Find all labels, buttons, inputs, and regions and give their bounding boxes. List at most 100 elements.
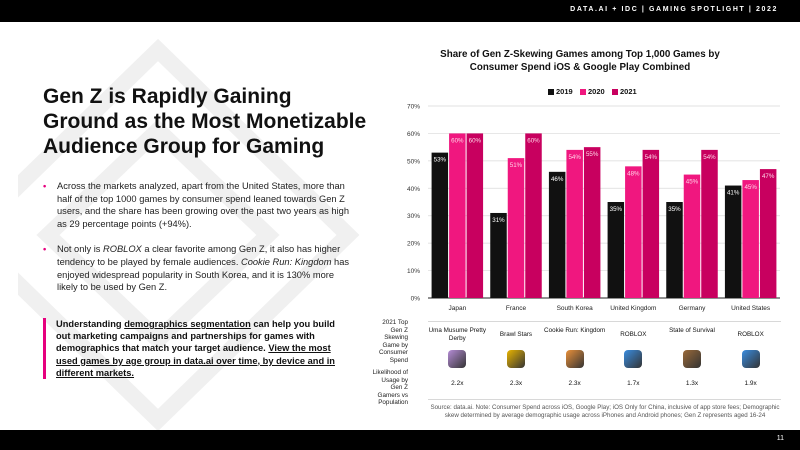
bar: [625, 166, 642, 298]
source-note: Source: data.ai. Note: Consumer Spend ac…: [430, 404, 780, 420]
likelihood-value: 1.3x: [685, 380, 699, 387]
data-label: 54%: [703, 154, 716, 161]
bullet-item: Not only is ROBLOX a clear favorite amon…: [43, 243, 353, 293]
y-tick-label: 60%: [407, 131, 420, 138]
likelihood-value: 2.3x: [568, 380, 581, 387]
data-label: 60%: [527, 137, 540, 144]
x-tick-label: Japan: [448, 305, 466, 312]
y-tick-label: 70%: [407, 104, 420, 111]
data-label: 35%: [610, 206, 623, 213]
callout-box: Understanding demographics segmentation …: [43, 318, 346, 380]
bar: [742, 180, 759, 298]
data-label: 35%: [668, 206, 681, 213]
likelihood-row-label: Likelihood of Usage by Gen Z Gamers vs P…: [372, 369, 408, 407]
roblox-icon: [741, 350, 760, 368]
bar: [583, 147, 601, 298]
games-row-label: 2021 Top Gen Z Skewing Game by Consumer …: [378, 319, 408, 364]
game-name: Brawl Stars: [499, 331, 533, 338]
cookie-run-icon: [565, 350, 584, 368]
x-tick-label: South Korea: [557, 305, 594, 312]
chart-title: Share of Gen Z-Skewing Games among Top 1…: [440, 49, 720, 73]
bullet-text: has enjoyed widespread popularity in Sou…: [57, 256, 350, 293]
game-name: State of Survival: [669, 327, 715, 334]
likelihood-value: 1.7x: [627, 380, 640, 387]
header-label: DATA.AI + IDC | GAMING SPOTLIGHT | 2022: [570, 6, 778, 13]
bar: [548, 171, 566, 298]
game-name: ROBLOX: [620, 331, 647, 338]
data-label: 51%: [510, 162, 523, 169]
data-label: 41%: [727, 190, 740, 197]
legend-label: 2021: [620, 88, 637, 96]
legend-swatch: [612, 89, 618, 95]
legend-swatch: [548, 89, 554, 95]
x-tick-label: Germany: [679, 305, 706, 312]
data-label: 55%: [586, 151, 599, 158]
bar: [490, 212, 507, 298]
data-label: 53%: [434, 157, 447, 164]
top-bar: DATA.AI + IDC | GAMING SPOTLIGHT | 2022: [0, 0, 800, 22]
bar: [507, 158, 525, 298]
data-label: 45%: [686, 179, 699, 186]
bar-chart: 0% 10% 20% 30% 40% 50% 60% 70% 2019 2020 2021 53% 60…: [407, 88, 780, 312]
page-title: Gen Z is Rapidly Gaining Ground as the M…: [43, 85, 367, 158]
bullet-item: Across the markets analyzed, apart from …: [43, 180, 353, 230]
brawl-stars-icon: [507, 350, 525, 368]
bullet-text: a clear favorite among Gen Z, it also ha…: [57, 244, 341, 267]
data-label: 45%: [744, 184, 757, 191]
bullet-italic: ROBLOX: [103, 244, 142, 255]
state-of-survival-icon: [683, 350, 701, 368]
roblox-icon: [624, 350, 643, 368]
bar: [683, 174, 701, 298]
bar: [431, 152, 449, 298]
bar: [724, 185, 742, 298]
legend-swatch: [580, 89, 586, 95]
x-tick-label: France: [506, 305, 527, 312]
game-name: Cookie Run: Kingdom: [544, 327, 606, 334]
y-tick-label: 20%: [407, 241, 420, 248]
y-tick-label: 10%: [407, 268, 420, 275]
table-divider: [428, 321, 781, 322]
callout-text: Understanding: [56, 319, 125, 329]
uma-musume-icon: [448, 350, 467, 368]
bar: [701, 149, 718, 298]
data-label: 60%: [451, 137, 464, 144]
data-label: 31%: [492, 217, 505, 224]
demographics-link[interactable]: demographics segmentation: [124, 319, 251, 329]
most-used-games-link[interactable]: View the most used games by age group in…: [56, 343, 335, 378]
page-number: 11: [776, 435, 784, 442]
legend-label: 2019: [556, 88, 573, 96]
legend-label: 2020: [588, 88, 605, 96]
y-tick-label: 30%: [407, 213, 420, 220]
x-tick-label: United Kingdom: [610, 305, 656, 312]
bullet-list: Across the markets analyzed, apart from …: [43, 180, 353, 307]
data-label: 60%: [469, 137, 482, 144]
data-label: 48%: [627, 170, 640, 177]
bar: [666, 202, 683, 298]
likelihood-value: 2.2x: [451, 380, 464, 387]
bullet-italic: Cookie Run: Kingdom: [241, 256, 332, 267]
data-label: 54%: [645, 154, 658, 161]
game-name: Uma Musume Pretty Derby: [428, 327, 487, 342]
y-tick-label: 0%: [411, 296, 421, 303]
bar: [449, 133, 466, 298]
callout-text: can help you build out marketing campaig…: [56, 319, 335, 354]
bullet-text: Across the markets analyzed, apart from …: [57, 181, 349, 229]
table-divider: [428, 399, 781, 400]
bullet-text: Not only is: [57, 244, 103, 255]
bar: [607, 202, 625, 298]
bar: [525, 133, 542, 298]
bar: [642, 149, 660, 298]
bar: [566, 149, 583, 298]
y-tick-label: 40%: [407, 186, 420, 193]
likelihood-value: 2.3x: [509, 380, 523, 387]
bar: [759, 169, 777, 298]
x-tick-label: United States: [731, 305, 771, 312]
likelihood-value: 1.9x: [744, 380, 757, 387]
data-label: 54%: [568, 154, 581, 161]
bar: [466, 133, 484, 298]
game-name: ROBLOX: [737, 331, 764, 338]
data-label: 47%: [762, 173, 775, 180]
data-label: 46%: [551, 176, 564, 183]
y-tick-label: 50%: [407, 158, 420, 165]
bottom-bar: 11: [0, 430, 800, 450]
